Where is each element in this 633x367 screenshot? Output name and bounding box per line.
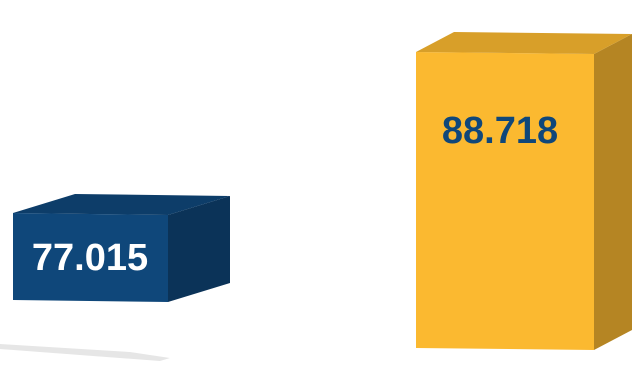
bar-side-1 bbox=[168, 196, 230, 302]
bar-front-2 bbox=[416, 52, 594, 350]
chart-floor bbox=[0, 344, 170, 361]
data-label-1: 77.015 bbox=[32, 237, 148, 279]
bar-front-1 bbox=[13, 213, 168, 302]
bar-top-2 bbox=[416, 32, 632, 54]
data-label-2: 88.718 bbox=[442, 110, 558, 152]
bar-top-1 bbox=[13, 194, 230, 215]
bar-side-2 bbox=[594, 34, 632, 350]
